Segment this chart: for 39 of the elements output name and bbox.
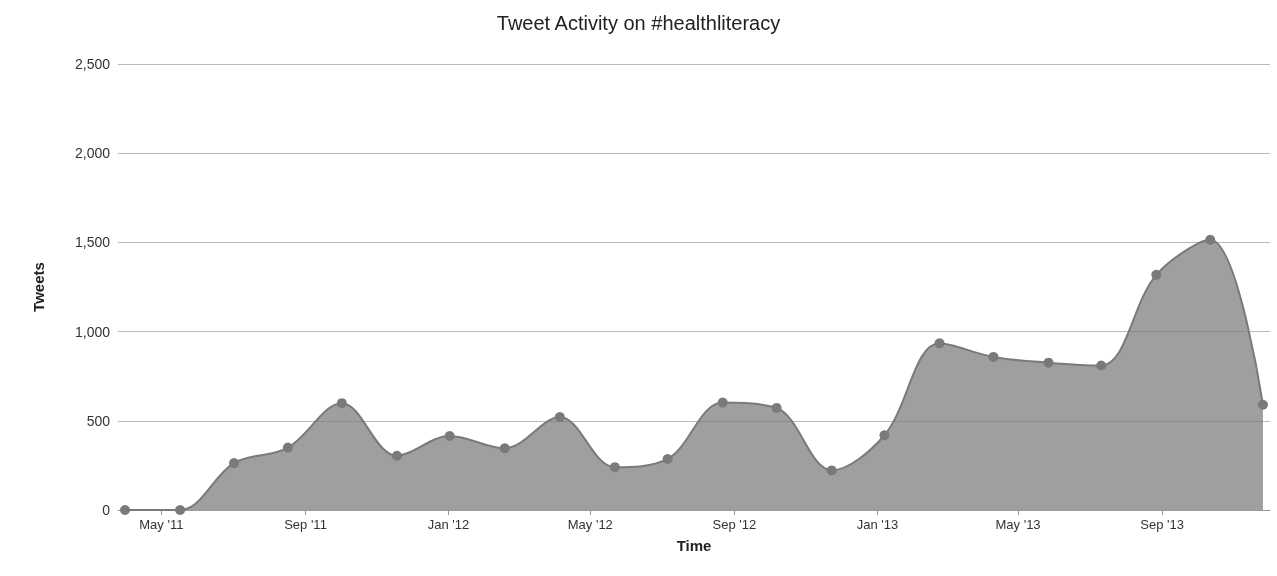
- point: [499, 443, 510, 454]
- x-tick-label: Sep '12: [712, 517, 757, 532]
- y-tick-label: 1,500: [74, 234, 111, 251]
- point: [554, 412, 565, 423]
- point: [988, 351, 999, 362]
- point: [934, 338, 945, 349]
- y-tick-label: 2,500: [74, 56, 111, 72]
- y-tick-label: 2,000: [74, 145, 111, 162]
- y-axis-title: Tweets: [30, 262, 47, 312]
- x-axis-title: Time: [676, 537, 712, 554]
- point: [1205, 234, 1216, 245]
- point: [229, 458, 240, 469]
- point: [444, 430, 455, 441]
- point: [175, 505, 186, 515]
- point: [879, 430, 890, 441]
- point: [1257, 399, 1268, 410]
- point: [1151, 269, 1162, 280]
- point: [826, 465, 837, 476]
- point: [771, 402, 782, 413]
- chart-title: Tweet Activity on #healthliteracy: [496, 12, 781, 34]
- point: [282, 442, 293, 453]
- x-tick-label: Jan '13: [856, 517, 899, 532]
- y-tick-label: 0: [102, 502, 111, 518]
- y-tick-label: 1,000: [74, 323, 111, 340]
- point: [120, 505, 131, 515]
- point: [1043, 357, 1054, 368]
- point: [609, 462, 620, 473]
- x-tick-label: May '11: [139, 517, 184, 532]
- x-tick-label: Sep '11: [284, 517, 327, 532]
- point: [717, 397, 728, 408]
- x-tick-label: Sep '13: [1140, 517, 1185, 532]
- point: [662, 453, 673, 464]
- x-tick-label: May '12: [567, 517, 613, 532]
- x-tick-label: Jan '12: [427, 517, 470, 532]
- point: [1096, 360, 1107, 371]
- point: [391, 450, 402, 461]
- point: [336, 398, 347, 409]
- y-tick-label: 500: [86, 412, 111, 429]
- x-tick-label: May '13: [995, 517, 1041, 532]
